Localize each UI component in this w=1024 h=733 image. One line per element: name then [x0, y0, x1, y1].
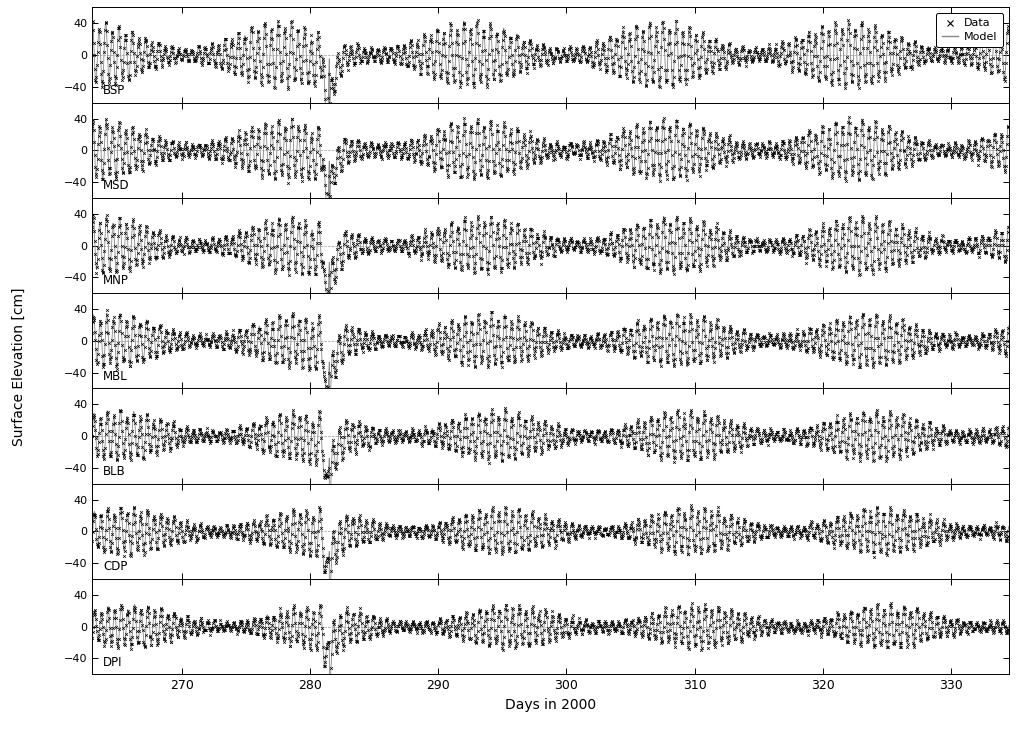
- Text: MNP: MNP: [103, 274, 129, 287]
- Text: MBL: MBL: [103, 369, 128, 383]
- Text: Surface Elevation [cm]: Surface Elevation [cm]: [11, 287, 26, 446]
- Text: MSD: MSD: [103, 179, 130, 192]
- Text: BSP: BSP: [103, 84, 125, 97]
- X-axis label: Days in 2000: Days in 2000: [505, 698, 596, 712]
- Text: BLB: BLB: [103, 465, 126, 478]
- Text: CDP: CDP: [103, 560, 128, 573]
- Legend: Data, Model: Data, Model: [936, 13, 1004, 48]
- Text: DPI: DPI: [103, 655, 123, 668]
